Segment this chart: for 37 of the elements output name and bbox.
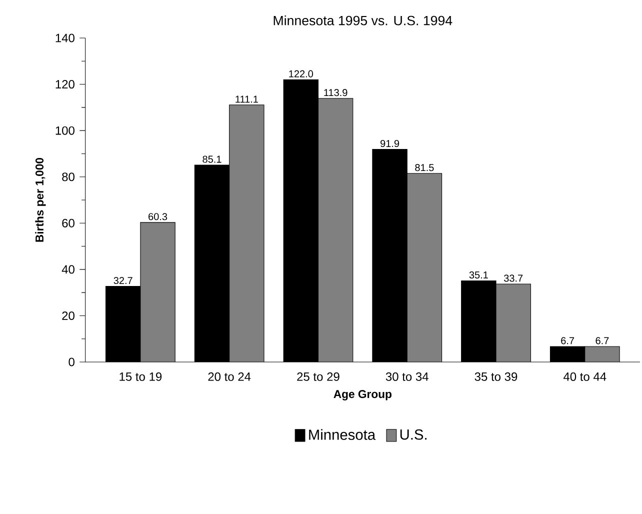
bar — [496, 284, 531, 362]
data-label: 6.7 — [561, 337, 574, 344]
x-tick-label: 25 to 29 — [297, 372, 340, 381]
data-label: 32.7 — [114, 276, 132, 284]
data-label: 6.7 — [596, 337, 609, 344]
x-tick-label: 40 to 44 — [563, 372, 606, 381]
data-label: 111.1 — [236, 96, 258, 103]
data-label: 122.0 — [289, 70, 314, 78]
y-tick-label: 0 — [68, 358, 74, 366]
data-label: 35.1 — [469, 271, 488, 279]
chart-title: Minnesota 1995 vs. U.S. 1994 — [274, 15, 452, 26]
bar — [584, 346, 620, 362]
legend-label: U.S. — [400, 429, 426, 440]
bar — [229, 104, 264, 362]
x-axis-title: Age Group — [334, 390, 392, 400]
legend-label: Minnesota — [309, 429, 376, 440]
x-tick-label: 30 to 34 — [386, 372, 428, 381]
y-tick-label: 60 — [62, 218, 74, 228]
bar — [407, 173, 442, 362]
x-tick-label: 35 to 39 — [474, 372, 518, 381]
data-label: 33.7 — [504, 274, 523, 282]
data-label: 91.9 — [380, 140, 400, 148]
y-tick-label: 80 — [62, 172, 74, 182]
x-tick-label: 20 to 24 — [208, 372, 251, 381]
y-tick-label: 140 — [56, 34, 74, 42]
x-tick-label: 15 to 19 — [120, 372, 162, 381]
bar — [318, 98, 353, 362]
data-label: 60.3 — [148, 213, 168, 220]
y-tick-label: 40 — [62, 265, 74, 274]
y-tick-label: 120 — [56, 80, 74, 89]
bar — [140, 222, 176, 362]
data-label: 113.9 — [324, 89, 348, 96]
data-label: 81.5 — [415, 164, 434, 172]
data-label: 85.1 — [202, 156, 222, 163]
y-tick-label: 20 — [62, 311, 74, 320]
y-tick-label: 100 — [56, 126, 74, 135]
y-axis-title: Births per 1,000 — [35, 158, 46, 242]
